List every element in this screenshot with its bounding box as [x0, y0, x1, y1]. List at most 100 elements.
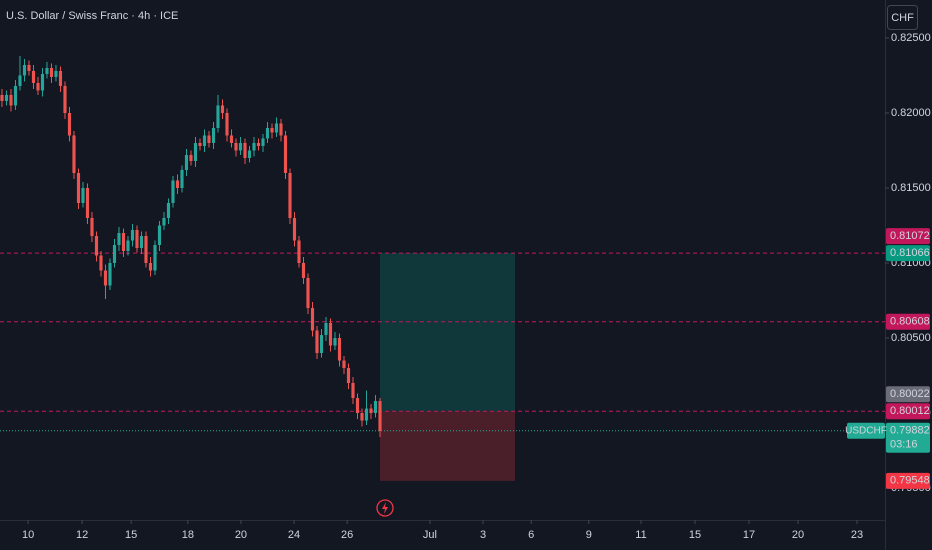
candle-body — [189, 154, 193, 161]
x-tick-label: 23 — [851, 529, 863, 541]
price-label-box — [886, 403, 930, 420]
candle-body — [279, 123, 283, 136]
x-tick-label: 26 — [341, 529, 353, 541]
candle-body — [0, 94, 4, 101]
price-label: 0.79548 — [890, 475, 930, 487]
x-tick-label: 10 — [22, 529, 34, 541]
candle-body — [22, 64, 27, 76]
candle-body — [297, 240, 301, 264]
price-label-box — [886, 422, 930, 453]
candle-body — [153, 244, 157, 271]
price-label: 0.79882 — [890, 425, 930, 437]
candle-body — [315, 330, 319, 354]
x-tick-label: 17 — [743, 529, 755, 541]
candle-body — [238, 142, 243, 151]
candle-body — [135, 229, 139, 248]
alert-bolt[interactable] — [382, 502, 388, 514]
candle-body — [306, 278, 310, 309]
candle-body — [72, 135, 76, 173]
x-tick-label: Jul — [423, 529, 437, 541]
candle-body — [202, 135, 207, 146]
candle-body — [139, 235, 144, 248]
x-tick-label: 12 — [76, 529, 88, 541]
candle-body — [103, 270, 108, 286]
position-stop-zone — [379, 411, 515, 481]
plot-area — [0, 55, 885, 481]
candle-body — [225, 112, 229, 136]
x-tick-label: 6 — [528, 529, 534, 541]
candle-body — [171, 180, 175, 203]
candle-body — [58, 70, 63, 86]
alert-circle[interactable] — [376, 499, 394, 517]
candle-body — [99, 255, 103, 271]
currency-button[interactable] — [887, 5, 918, 30]
candle-body — [85, 187, 90, 218]
candle-body — [234, 142, 238, 151]
candle-body — [292, 217, 297, 241]
candle-body — [112, 244, 117, 264]
currency[interactable]: CHF — [891, 12, 914, 24]
candle-body — [211, 127, 216, 143]
y-tick-label: 0.80500 — [891, 332, 931, 344]
candle-body — [274, 123, 279, 133]
candle-body — [36, 82, 40, 91]
candle-body — [81, 187, 85, 203]
x-tick-label: 11 — [635, 529, 646, 541]
candle-body — [166, 202, 171, 218]
candle-body — [9, 94, 13, 106]
price-label: 0.80608 — [890, 316, 930, 328]
candle-body — [94, 235, 99, 256]
candle-body — [108, 263, 112, 286]
x-tick-label: 24 — [288, 529, 300, 541]
price-label-box — [886, 472, 930, 489]
candle-body — [216, 105, 220, 128]
position-target-zone — [379, 253, 515, 412]
candle-body — [243, 142, 247, 158]
candle-body — [378, 401, 382, 432]
candle-body — [144, 235, 148, 264]
candle-body — [252, 142, 256, 151]
candle-body — [90, 217, 94, 236]
candle-body — [270, 127, 274, 133]
price-label: 0.81072 — [890, 230, 930, 242]
symbol-label: USDCHF — [845, 425, 887, 436]
candle-body — [337, 338, 342, 361]
candle-body — [283, 135, 288, 173]
price-label-box — [886, 313, 930, 330]
candle-body — [117, 232, 121, 245]
candle-body — [198, 142, 202, 146]
x-tick-label: 15 — [125, 529, 137, 541]
candle-body — [121, 232, 126, 251]
chart-title: U.S. Dollar / Swiss Franc · 4h · ICE — [6, 10, 178, 22]
price-label: 0.80012 — [890, 405, 930, 417]
candle-body — [193, 142, 198, 161]
x-tick-label: 9 — [586, 529, 592, 541]
candle-body — [346, 368, 351, 384]
candle-body — [229, 135, 234, 143]
candle-body — [328, 323, 333, 346]
candle-body — [126, 240, 130, 251]
price-label: 0.81066 — [890, 247, 930, 259]
candle-body — [162, 217, 166, 226]
price-label-box — [886, 228, 930, 245]
candle-body — [67, 112, 72, 136]
candle-body — [333, 338, 337, 346]
candle-body — [157, 225, 162, 245]
x-tick-label: 15 — [689, 529, 701, 541]
candle-body — [31, 70, 36, 83]
x-tick-label: 3 — [480, 529, 486, 541]
candle-body — [4, 94, 9, 101]
candle-body — [342, 360, 346, 369]
candle-body — [184, 154, 189, 170]
candle-body — [355, 398, 360, 414]
candle-body — [288, 172, 292, 218]
alert-icon[interactable] — [376, 499, 394, 517]
countdown: 03:16 — [890, 439, 918, 451]
candle-body — [261, 138, 265, 146]
symbol-box — [847, 422, 885, 439]
candle-body — [175, 180, 180, 188]
candle-body — [40, 73, 45, 91]
candle-body — [63, 85, 67, 113]
candle-body — [265, 127, 270, 139]
candle-body — [351, 383, 355, 399]
